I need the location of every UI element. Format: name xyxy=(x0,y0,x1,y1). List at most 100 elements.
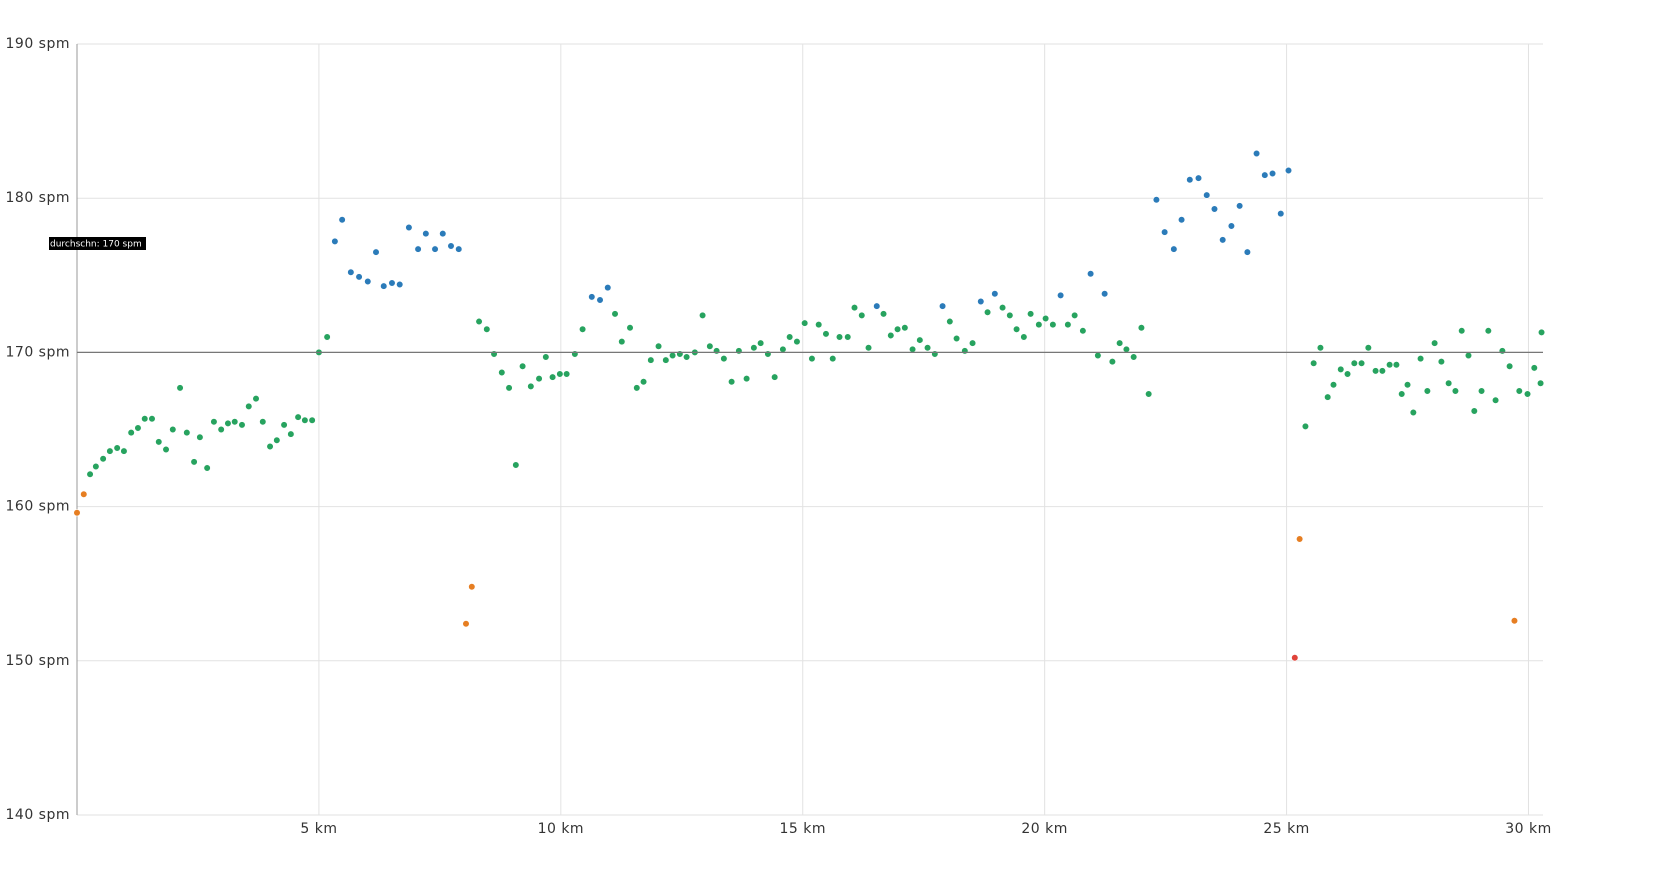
point xyxy=(155,438,163,446)
point xyxy=(1177,216,1186,224)
point xyxy=(176,384,184,392)
point xyxy=(217,425,225,434)
point xyxy=(757,339,765,347)
point xyxy=(1536,379,1545,387)
point xyxy=(835,333,844,341)
point xyxy=(1094,351,1102,360)
point xyxy=(447,242,455,250)
point xyxy=(1515,387,1523,395)
x-tick-label: 20 km xyxy=(1021,821,1068,837)
point xyxy=(134,424,142,432)
point xyxy=(203,464,211,472)
y-tick-label: 160 spm xyxy=(6,499,71,515)
point xyxy=(801,319,809,327)
point xyxy=(231,418,239,426)
point xyxy=(879,310,888,318)
point xyxy=(1523,390,1532,398)
average-label-box xyxy=(49,237,146,250)
point xyxy=(73,509,81,517)
point xyxy=(808,354,816,363)
point xyxy=(822,330,830,338)
point xyxy=(676,350,684,358)
point xyxy=(1437,358,1445,366)
point xyxy=(1006,311,1014,319)
point xyxy=(633,384,641,392)
point xyxy=(527,382,535,390)
point xyxy=(1122,345,1131,353)
point xyxy=(1277,210,1285,218)
point xyxy=(1491,396,1500,404)
point xyxy=(1203,191,1211,199)
point xyxy=(706,342,714,350)
point xyxy=(169,425,177,434)
point xyxy=(1484,327,1492,335)
point xyxy=(1108,358,1116,366)
point xyxy=(364,277,372,286)
point xyxy=(1386,361,1394,369)
point xyxy=(127,428,135,437)
point xyxy=(668,351,677,360)
point xyxy=(431,245,439,253)
x-tick-label: 15 km xyxy=(779,821,826,837)
point xyxy=(380,282,388,290)
point xyxy=(1537,328,1546,336)
point xyxy=(549,373,557,381)
point xyxy=(1378,367,1386,375)
point xyxy=(618,338,626,346)
point xyxy=(1337,365,1345,373)
point xyxy=(483,325,491,333)
y-tick-label: 190 spm xyxy=(6,36,71,52)
point xyxy=(844,333,852,341)
point xyxy=(977,297,985,306)
point xyxy=(245,402,253,410)
point xyxy=(422,230,430,238)
point xyxy=(113,444,121,452)
point xyxy=(647,356,655,364)
y-tick-label: 140 spm xyxy=(6,807,71,823)
point xyxy=(639,378,648,386)
point xyxy=(1477,387,1486,395)
point xyxy=(80,490,88,498)
point xyxy=(1079,327,1087,335)
point xyxy=(786,333,794,341)
point xyxy=(86,470,94,478)
point xyxy=(1194,174,1203,182)
point xyxy=(1087,270,1095,278)
point xyxy=(287,430,295,438)
point xyxy=(162,445,170,454)
point xyxy=(998,304,1007,312)
point xyxy=(1510,617,1519,625)
point xyxy=(1227,222,1236,230)
point xyxy=(1210,205,1219,213)
point xyxy=(338,216,346,224)
point xyxy=(490,350,498,358)
point xyxy=(626,324,634,332)
point xyxy=(1392,361,1400,369)
point xyxy=(1403,381,1412,389)
point xyxy=(1423,387,1431,395)
point xyxy=(1049,321,1057,329)
point xyxy=(793,338,801,346)
point xyxy=(1152,196,1161,204)
point xyxy=(713,347,721,355)
point xyxy=(280,421,288,429)
grid xyxy=(77,43,1543,816)
point xyxy=(893,325,902,333)
point xyxy=(1371,367,1380,375)
point xyxy=(1357,359,1366,367)
point xyxy=(1284,166,1293,175)
point xyxy=(396,280,404,289)
point xyxy=(120,447,128,455)
point xyxy=(1137,324,1146,332)
point xyxy=(931,350,939,358)
point xyxy=(604,284,612,292)
y-tick-label: 150 spm xyxy=(6,653,71,669)
point xyxy=(542,353,550,361)
point xyxy=(720,354,728,363)
point xyxy=(1268,169,1277,178)
point xyxy=(850,304,859,312)
point xyxy=(556,370,564,378)
x-tick-label: 25 km xyxy=(1263,821,1310,837)
point xyxy=(743,375,751,383)
